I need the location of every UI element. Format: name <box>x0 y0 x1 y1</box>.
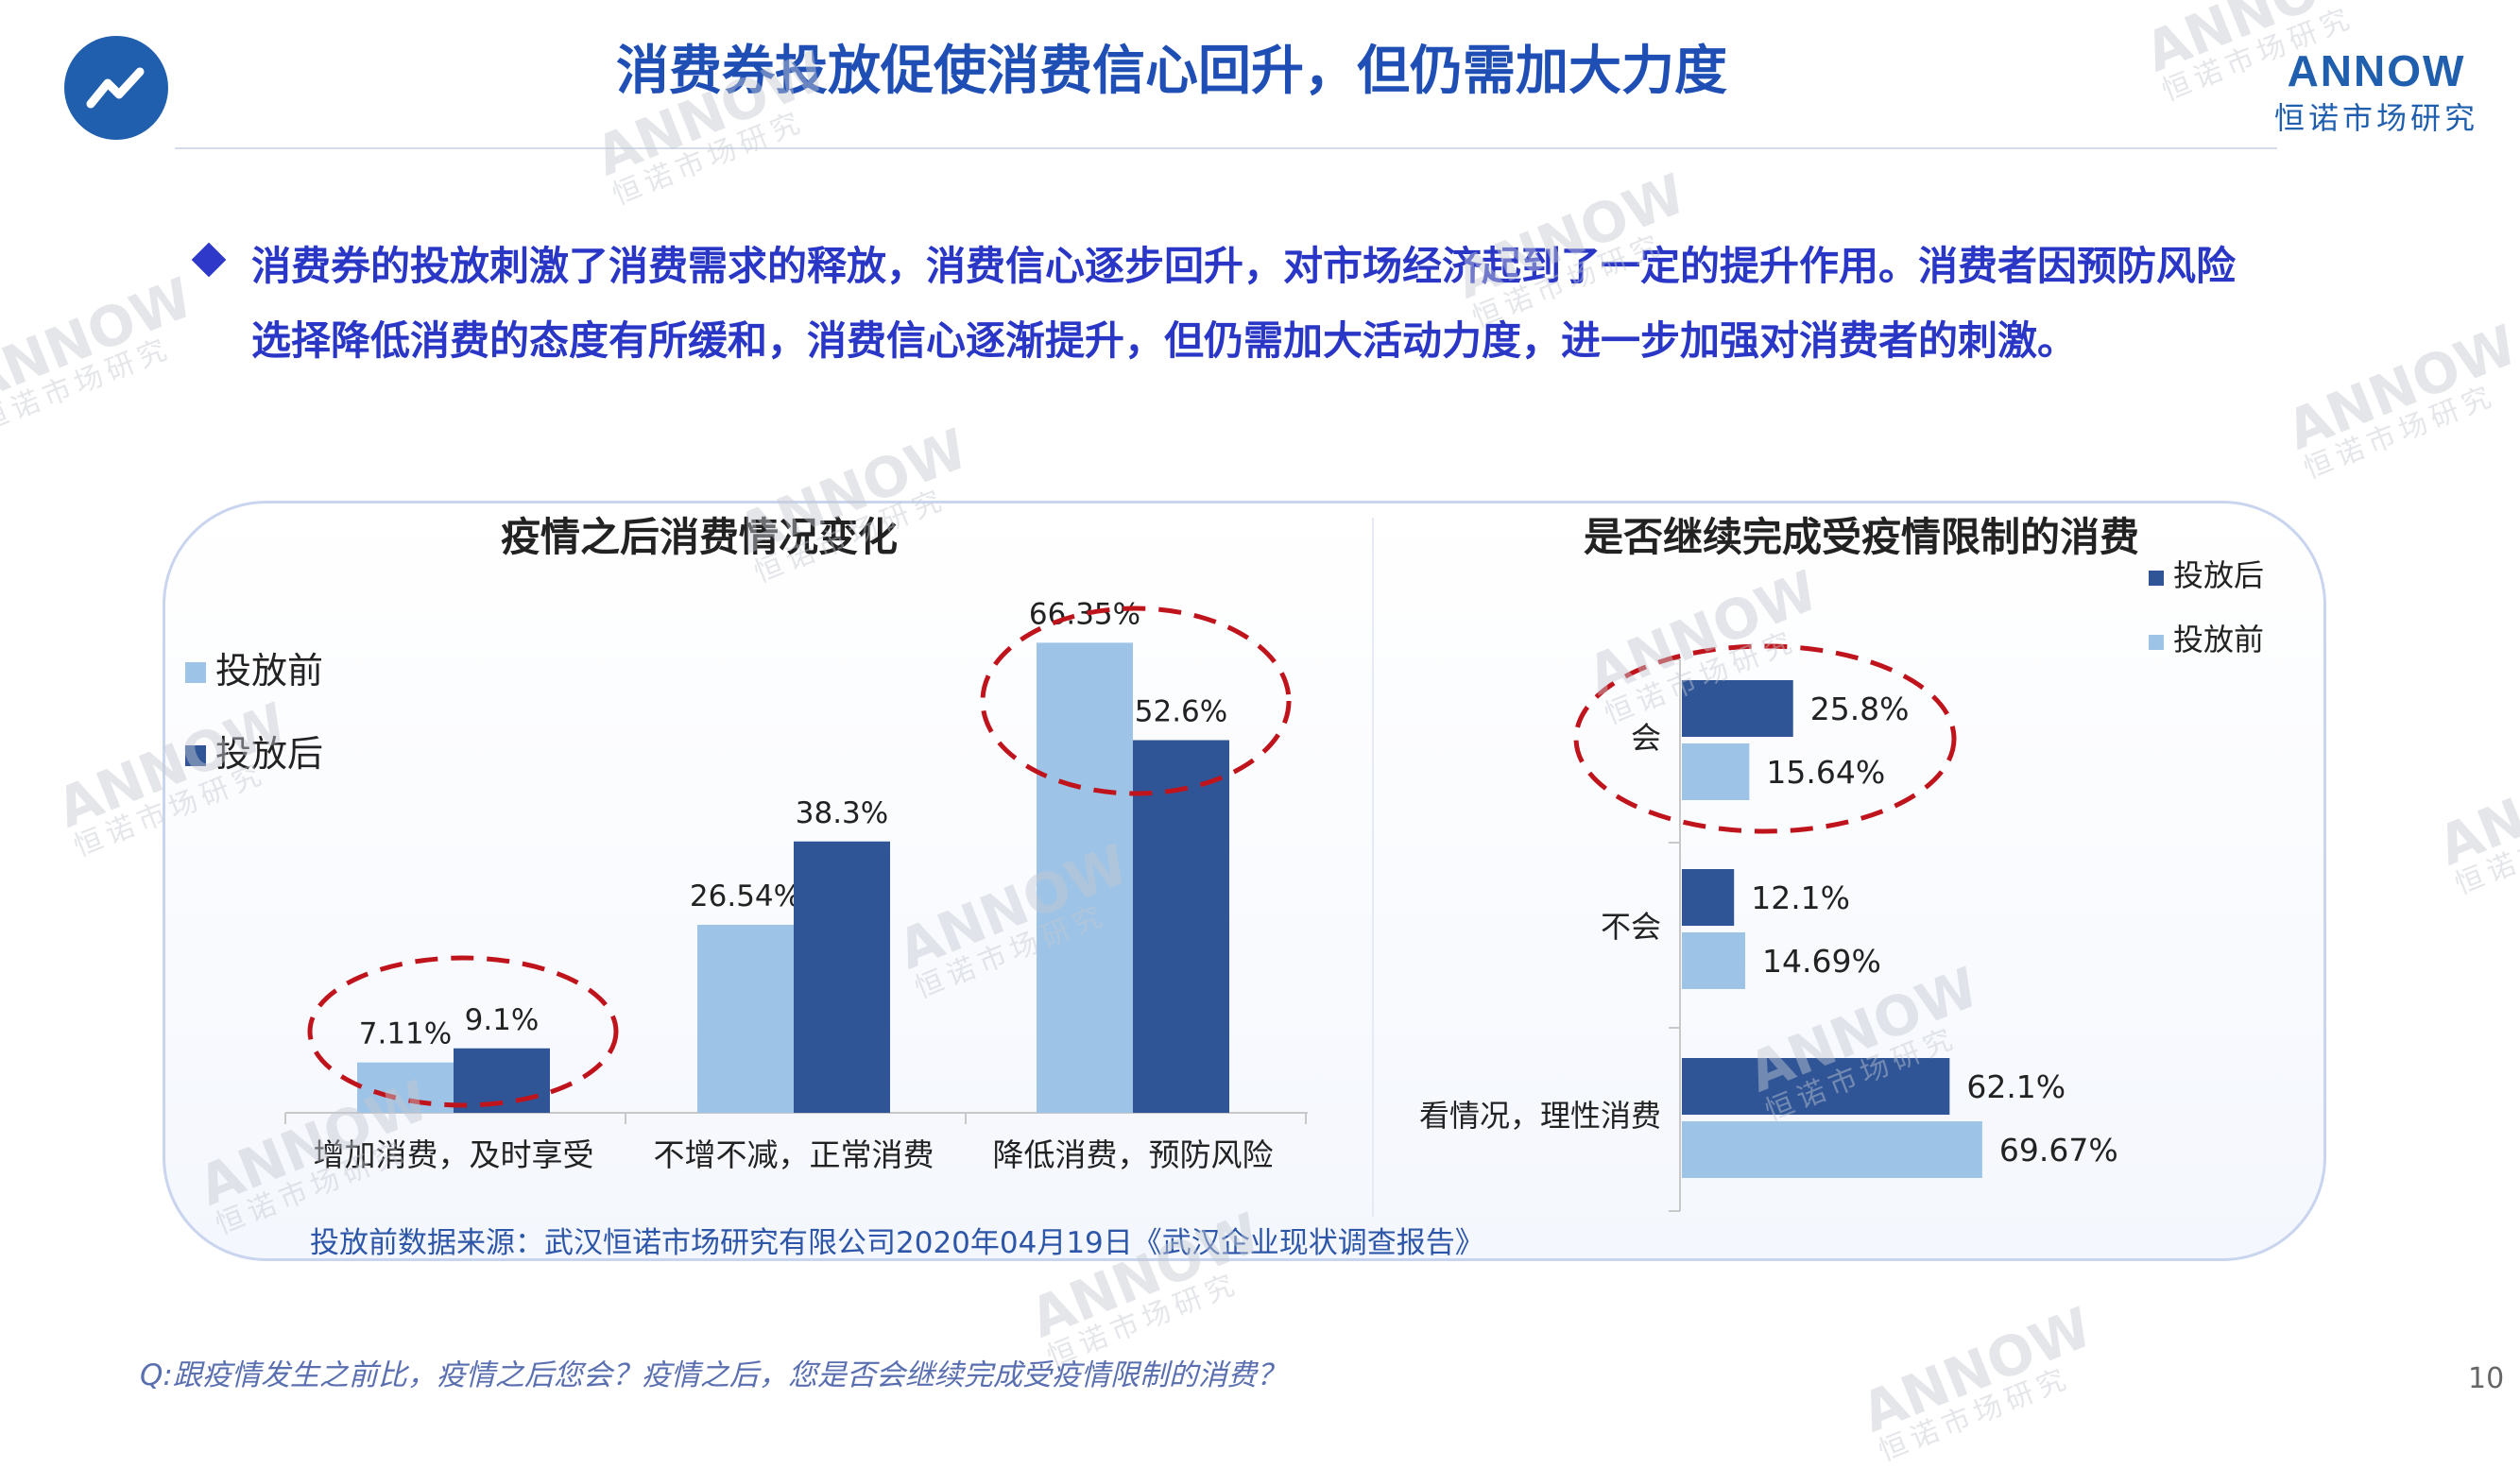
bar-after <box>794 841 890 1113</box>
bar-before <box>1682 932 1746 989</box>
watermark: ANNOW 恒诺市场研究 <box>0 265 202 439</box>
y-tick-label: 看情况，理性消费 <box>1419 1098 1661 1134</box>
highlight-ellipse <box>980 606 1292 796</box>
x-tick-label: 不增不减，正常消费 <box>654 1136 934 1173</box>
data-label: 15.64% <box>1766 754 1885 791</box>
legend-label: 投放前 <box>215 650 323 691</box>
summary-line-2: 选择降低消费的态度有所缓和，消费信心逐渐提升，但仍需加大活动力度，进一步加强对消… <box>251 317 2078 364</box>
survey-question-footnote: Q:跟疫情发生之前比，疫情之后您会？疫情之后，您是否会继续完成受疫情限制的消费？ <box>140 1358 1286 1392</box>
left-chart-title: 疫情之后消费情况变化 <box>500 514 898 560</box>
legend-swatch <box>185 745 206 766</box>
brand-name: ANNOW <box>2287 46 2466 95</box>
highlight-ellipse <box>1573 643 1957 834</box>
bar-before <box>1682 743 1750 800</box>
left-bar-chart: 7.11% 9.1% 增加消费，及时享受 26.54% 38.3% 不增不减，正常消费 66… <box>185 597 1308 1173</box>
trend-line-icon <box>86 67 145 109</box>
legend-label: 投放后 <box>215 733 323 775</box>
y-tick-label: 不会 <box>1601 909 1661 945</box>
data-label: 7.11% <box>359 1017 452 1051</box>
bar-after <box>1682 1058 1950 1115</box>
right-chart-title: 是否继续完成受疫情限制的消费 <box>1583 514 2139 560</box>
legend-label: 投放前 <box>2173 622 2264 657</box>
bar-after <box>1133 740 1229 1113</box>
bar-after <box>1682 680 1793 737</box>
data-label: 69.67% <box>1999 1132 2118 1169</box>
legend-label: 投放后 <box>2173 557 2264 593</box>
diamond-bullet-icon <box>191 242 227 278</box>
right-bar-chart: 25.8% 15.64% 会 12.1% 14.69% 不会 62.1% 69.67% 看情况，… <box>1419 557 2264 1212</box>
summary-line-1: 消费券的投放刺激了消费需求的释放，消费信心逐步回升，对市场经济起到了一定的提升作… <box>251 243 2237 289</box>
data-label: 25.8% <box>1810 691 1910 727</box>
bar-after <box>1682 869 1735 926</box>
legend-swatch <box>185 662 206 683</box>
bar-before <box>697 924 794 1113</box>
data-label: 26.54% <box>690 879 801 913</box>
y-tick-label: 会 <box>1631 720 1661 756</box>
data-label: 52.6% <box>1135 695 1227 729</box>
brand-subtitle: 恒诺市场研究 <box>2273 100 2478 136</box>
data-label: 12.1% <box>1751 879 1850 916</box>
watermark: ANNOW 恒诺市场研究 <box>1852 1294 2101 1468</box>
brand-logo: ANNOW 恒诺市场研究 <box>2258 45 2494 138</box>
bar-before <box>357 1062 454 1113</box>
watermark: ANNOW 恒诺市场研究 <box>2428 727 2520 902</box>
legend-swatch <box>2149 571 2164 586</box>
page-number: 10 <box>2468 1362 2505 1395</box>
title-divider <box>175 147 2277 149</box>
x-tick-label: 增加消费，及时享受 <box>314 1136 594 1173</box>
data-label: 9.1% <box>465 1003 540 1037</box>
source-note: 投放前数据来源：武汉恒诺市场研究有限公司2020年04月19日《武汉企业现状调查… <box>310 1226 1484 1260</box>
x-tick-label: 降低消费，预防风险 <box>993 1136 1274 1173</box>
logo-badge <box>64 36 168 140</box>
data-label: 14.69% <box>1762 943 1881 980</box>
data-label: 38.3% <box>796 796 888 830</box>
data-label: 66.35% <box>1029 597 1140 631</box>
legend-swatch <box>2149 635 2164 650</box>
bar-before <box>1037 642 1133 1113</box>
watermark: ANNOW 恒诺市场研究 <box>2277 312 2520 486</box>
bar-before <box>1682 1121 1982 1178</box>
data-label: 62.1% <box>1966 1068 2066 1105</box>
page-title: 消费券投放促使消费信心回升，但仍需加大力度 <box>616 41 1727 102</box>
highlight-ellipse <box>307 955 619 1108</box>
panel-divider <box>1372 518 1374 1217</box>
